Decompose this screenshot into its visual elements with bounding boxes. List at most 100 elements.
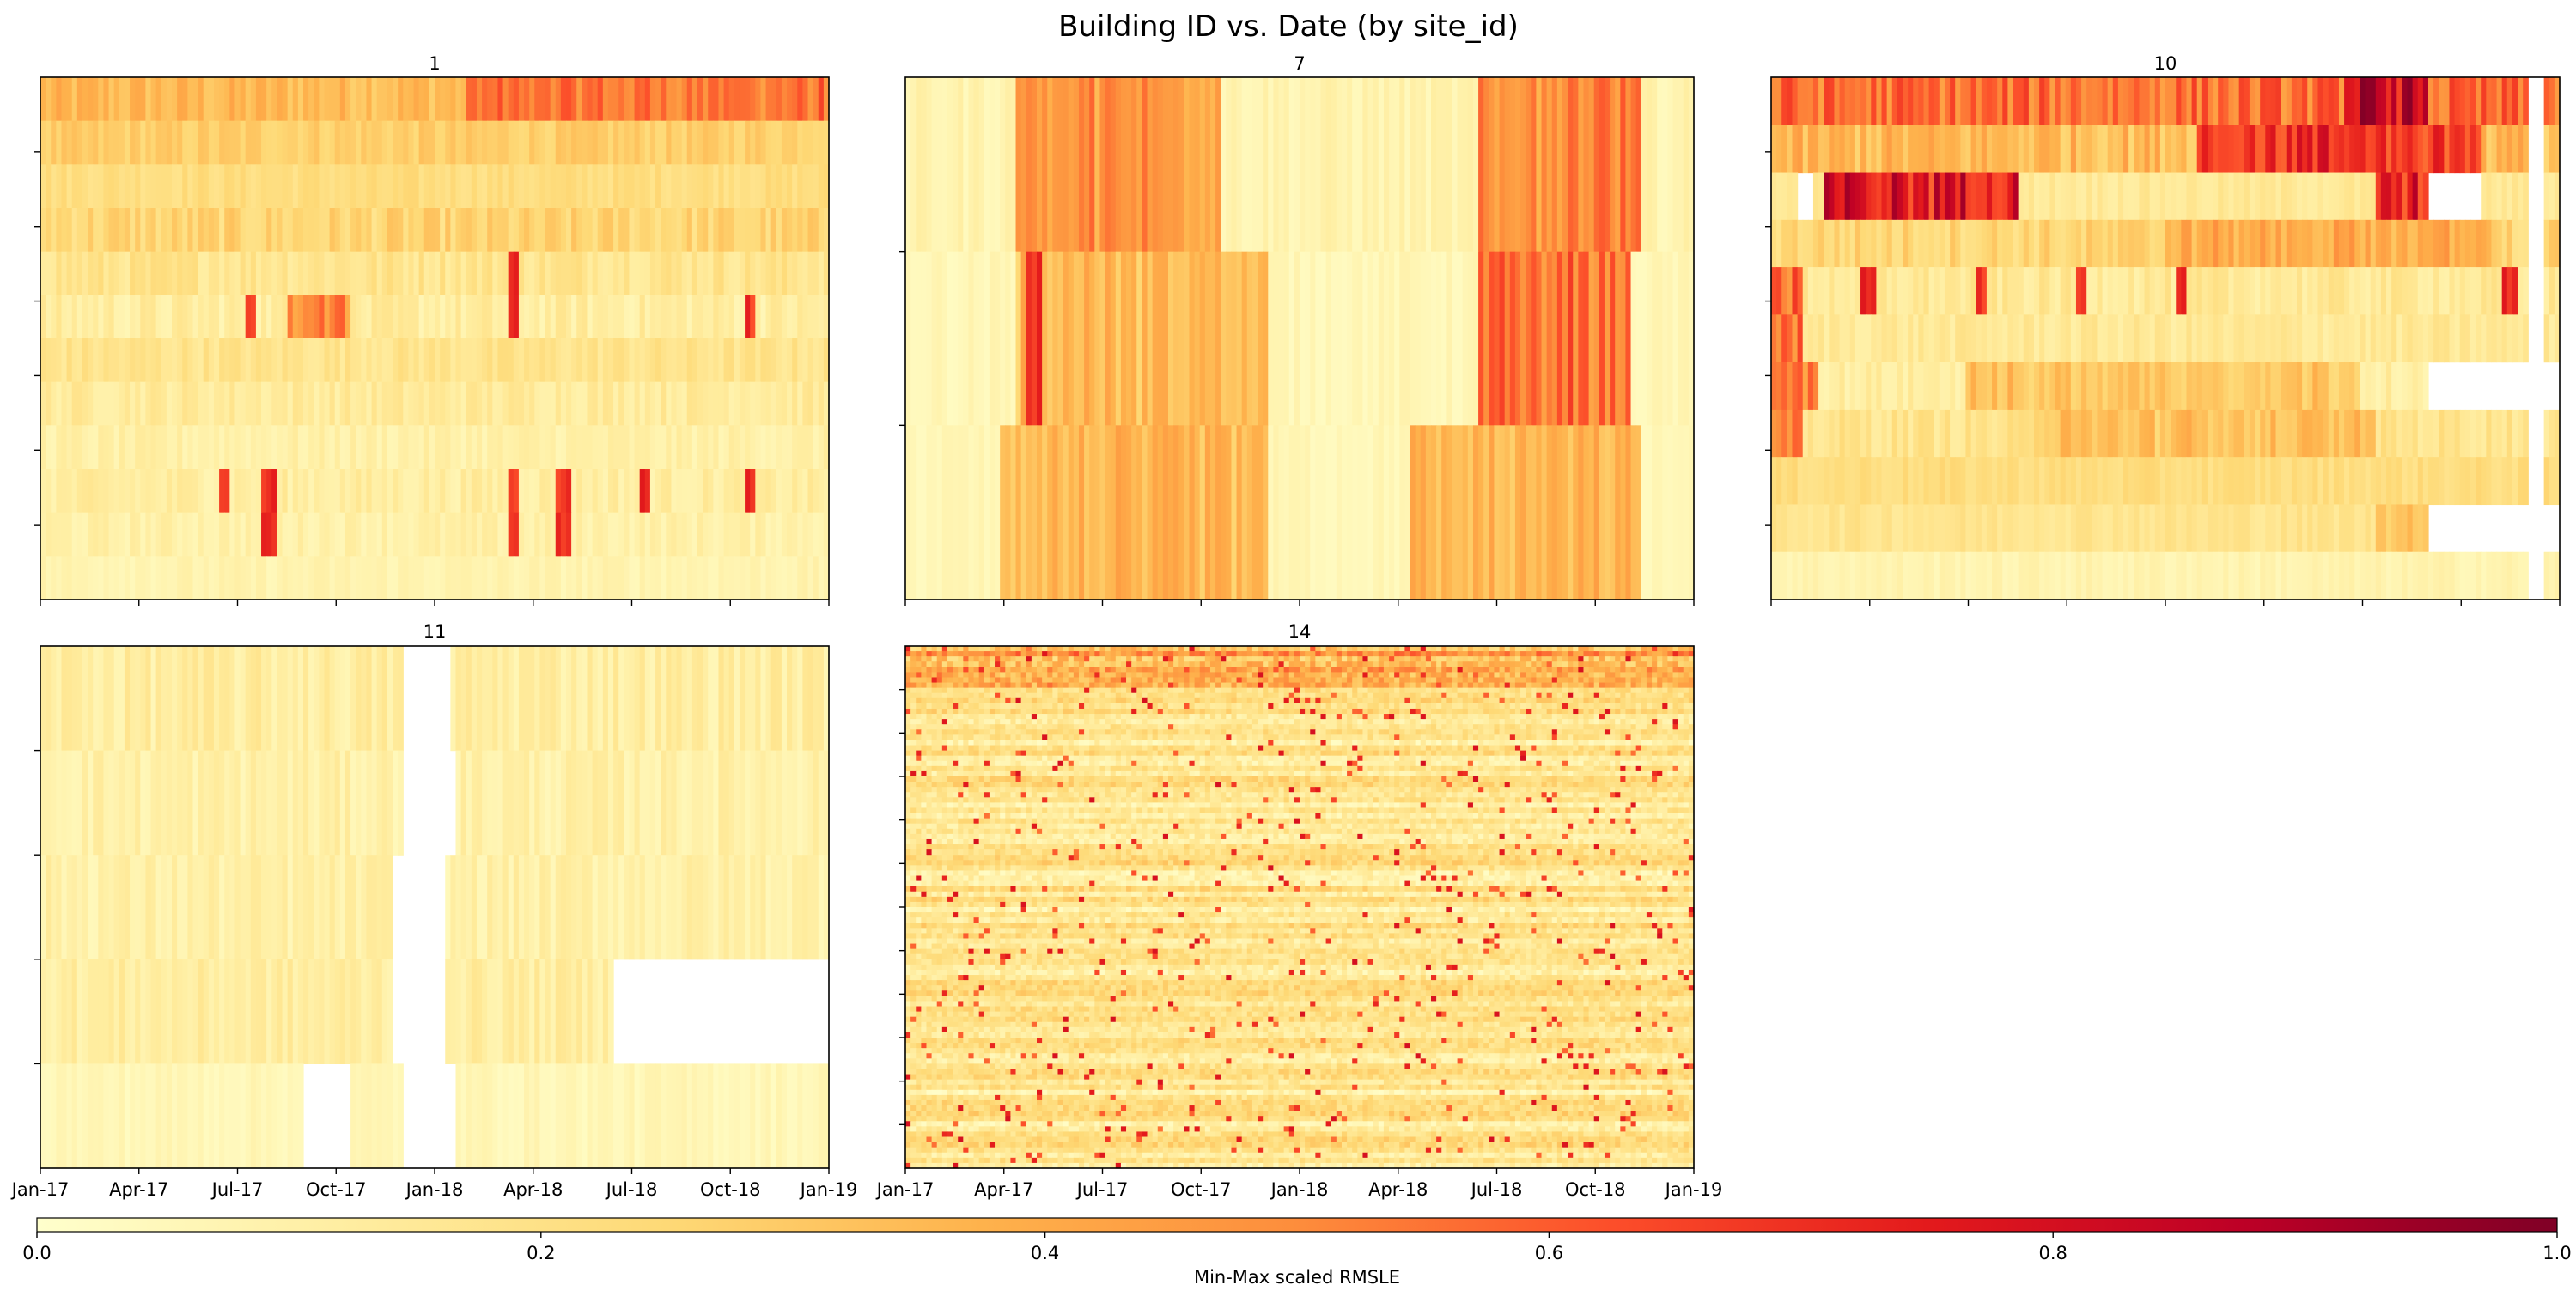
heatmap-cell (1960, 551, 1967, 600)
heatmap-cell (2469, 551, 2476, 600)
heatmap-cell (224, 208, 230, 253)
heatmap-cell (2134, 362, 2140, 411)
heatmap-cell (2201, 219, 2208, 268)
heatmap-cell (1120, 646, 1127, 652)
heatmap-cell (587, 338, 594, 383)
heatmap-cell (723, 750, 730, 856)
heatmap-cell (1404, 646, 1411, 652)
heatmap-cell (2486, 409, 2493, 458)
heatmap-cell (634, 646, 641, 752)
heatmap-cell (634, 750, 641, 856)
heatmap-cell (644, 251, 651, 295)
heatmap-cell (1415, 656, 1422, 662)
heatmap-cell (676, 208, 683, 253)
heatmap-cell (187, 338, 194, 383)
heatmap-cell (718, 556, 725, 600)
heatmap-cell (376, 208, 383, 253)
heatmap-cell (482, 295, 488, 339)
heatmap-cell (376, 77, 383, 122)
heatmap-cell (2207, 504, 2214, 553)
heatmap-cell (371, 855, 378, 960)
heatmap-cell (297, 295, 304, 339)
heatmap-cell (502, 77, 509, 122)
heatmap-cell (161, 338, 167, 383)
heatmap-cell (524, 251, 530, 295)
heatmap-cell (1536, 251, 1543, 426)
heatmap-cell (1939, 362, 1946, 411)
heatmap-cell (1063, 646, 1069, 652)
heatmap-cell (1950, 125, 1956, 174)
heatmap-cell (1189, 651, 1196, 657)
heatmap-cell (1215, 425, 1221, 600)
heatmap-cell (292, 750, 299, 856)
heatmap-cell (734, 164, 740, 209)
heatmap-cell (582, 959, 588, 1064)
heatmap-cell (297, 750, 304, 856)
heatmap-cell (1829, 362, 1836, 411)
heatmap-cell (1120, 656, 1127, 662)
heatmap-cell (371, 295, 378, 339)
heatmap-cell (1610, 77, 1616, 253)
heatmap-cell (2496, 125, 2503, 174)
heatmap-cell (602, 338, 609, 383)
heatmap-cell (995, 651, 1001, 657)
heatmap-cell (213, 120, 220, 165)
heatmap-cell (1876, 219, 1883, 268)
heatmap-cell (2449, 409, 2456, 458)
heatmap-cell (1918, 219, 1925, 268)
heatmap-cell (1604, 425, 1611, 600)
heatmap-cell (56, 646, 63, 752)
heatmap-cell (910, 646, 917, 652)
heatmap-cell (71, 750, 78, 856)
heatmap-cell (745, 469, 751, 514)
heatmap-cell (418, 208, 425, 253)
heatmap-cell (145, 1063, 152, 1169)
heatmap-cell (1792, 172, 1799, 221)
heatmap-cell (905, 656, 911, 662)
heatmap-cell (450, 469, 457, 514)
heatmap-cell (1986, 125, 1993, 174)
heatmap-cell (161, 512, 167, 557)
heatmap-cell (2238, 125, 2245, 174)
heatmap-cell (534, 1063, 540, 1169)
heatmap-cell (250, 208, 257, 253)
heatmap-cell (607, 469, 614, 514)
heatmap-cell (1662, 656, 1668, 662)
heatmap-cell (1802, 504, 1809, 553)
heatmap-cell (381, 855, 388, 960)
heatmap-cell (1939, 267, 1946, 315)
heatmap-cell (245, 425, 252, 470)
heatmap-cell (76, 338, 83, 383)
heatmap-cell (1026, 656, 1032, 662)
heatmap-cell (2013, 125, 2019, 174)
heatmap-cell (1641, 425, 1647, 600)
heatmap-cell (728, 77, 735, 122)
heatmap-cell (728, 469, 735, 514)
heatmap-cell (787, 295, 793, 339)
heatmap-cell (2134, 125, 2140, 174)
heatmap-cell (1020, 77, 1027, 253)
heatmap-cell (2344, 125, 2350, 174)
heatmap-cell (2317, 125, 2324, 174)
heatmap-cell (2476, 77, 2482, 125)
heatmap-cell (508, 646, 515, 752)
heatmap-cell (366, 251, 373, 295)
heatmap-cell (1578, 656, 1585, 662)
heatmap-cell (2302, 219, 2308, 268)
heatmap-cell (361, 556, 368, 600)
heatmap-cell (61, 1063, 68, 1169)
heatmap-cell (1802, 362, 1809, 411)
heatmap-cell (2065, 125, 2072, 174)
heatmap-cell (2128, 504, 2134, 553)
heatmap-cell (728, 295, 735, 339)
heatmap-cell (770, 295, 777, 339)
heatmap-cell (2039, 551, 2045, 600)
heatmap-cell (166, 208, 173, 253)
heatmap-cell (1241, 646, 1248, 652)
heatmap-cell (713, 338, 720, 383)
heatmap-cell (2344, 362, 2350, 411)
heatmap-cell (82, 646, 88, 752)
heatmap-cell (366, 469, 373, 514)
heatmap-cell (113, 120, 120, 165)
